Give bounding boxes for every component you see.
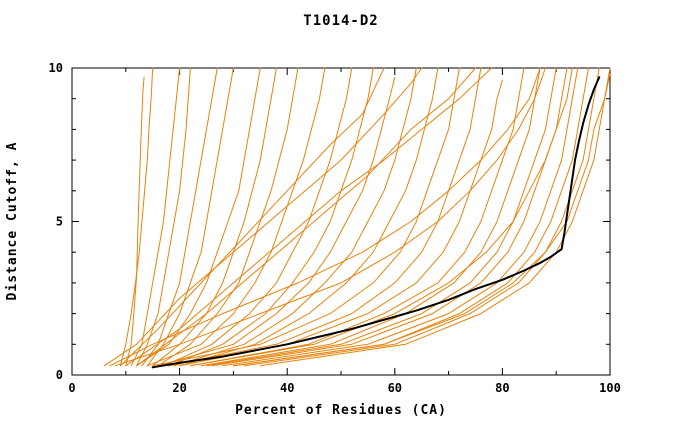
series-line (136, 67, 476, 367)
x-tick-label: 0 (68, 381, 75, 395)
series-line (125, 76, 145, 367)
x-tick-label: 20 (172, 381, 186, 395)
y-tick-label: 10 (49, 61, 63, 75)
series-line (157, 76, 396, 367)
series-line (243, 67, 600, 367)
series-line (114, 67, 546, 367)
series-line (179, 67, 439, 367)
plot-area: 0 20 40 60 80 100 0 5 10 (49, 61, 621, 395)
series-line (146, 67, 326, 367)
series-line (232, 67, 589, 367)
series-line (157, 67, 299, 367)
series-line (173, 67, 417, 367)
series-line (136, 67, 261, 367)
x-tick-label: 40 (280, 381, 294, 395)
series-line (109, 67, 541, 367)
series-line (136, 67, 191, 367)
series-line (125, 67, 493, 367)
series-line (211, 67, 568, 367)
series-line (130, 67, 181, 367)
y-tick-label: 5 (56, 215, 63, 229)
series-line (259, 67, 611, 367)
series-line (179, 79, 503, 367)
y-tick-label: 0 (56, 368, 63, 382)
highlight-series-line (151, 76, 601, 369)
chart-title: T1014-D2 (303, 13, 378, 29)
y-axis-label: Distance Cutoff, A (5, 142, 20, 301)
series-line (168, 67, 374, 367)
series-line (200, 67, 541, 367)
x-tick-label: 80 (495, 381, 509, 395)
series-line (168, 67, 482, 367)
x-tick-label: 100 (599, 381, 621, 395)
series-line (119, 67, 154, 367)
series-line (146, 67, 234, 367)
series-line (152, 67, 460, 367)
series-line (141, 67, 218, 367)
series-line (119, 67, 385, 367)
series-line (103, 67, 423, 367)
series-line (152, 67, 277, 367)
series-line (162, 67, 353, 367)
series-line (222, 67, 579, 367)
x-tick-label: 60 (388, 381, 402, 395)
x-axis-label: Percent of Residues (CA) (235, 403, 447, 418)
series-line (232, 73, 611, 367)
